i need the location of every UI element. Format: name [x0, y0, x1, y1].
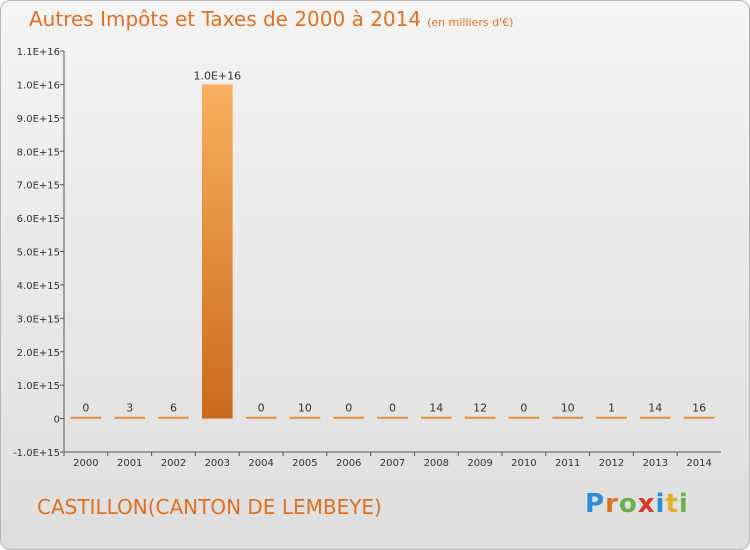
logo-letter: P	[585, 489, 606, 519]
bar-value-label: 3	[126, 402, 133, 415]
bar-value-label: 6	[170, 402, 177, 415]
y-tick-label: 8.0E+15	[17, 147, 60, 158]
bar	[596, 416, 627, 419]
bar	[377, 416, 408, 419]
bar	[464, 416, 496, 419]
bar	[508, 416, 540, 419]
x-tick-label: 2000	[73, 458, 98, 469]
logo-letter: o	[618, 489, 638, 519]
x-tick-label: 2007	[380, 458, 405, 469]
x-tick-label: 2005	[292, 458, 317, 469]
bar-value-label: 0	[520, 402, 527, 415]
bar-value-label: 0	[258, 402, 265, 415]
logo-letter: r	[605, 489, 619, 519]
bar-value-label: 14	[429, 402, 443, 415]
x-tick-label: 2008	[424, 458, 449, 469]
bar-value-label: 1.0E+16	[193, 69, 241, 82]
y-tick-label: 9.0E+15	[17, 114, 60, 125]
y-axis: -1.0E+15 0 1.0E+15 2.0E+15 3.0E+15 4.0E+15 5.0…	[13, 47, 65, 459]
x-axis: 2000 2001 2002 2003 2004 2005 2006 2007 2008 2009…	[63, 451, 721, 469]
logo-letter: i	[678, 489, 689, 519]
bar-value-label: 16	[692, 402, 706, 415]
x-tick-label: 2012	[599, 458, 624, 469]
bar	[289, 416, 321, 419]
x-tick-label: 2009	[467, 458, 492, 469]
bar	[639, 416, 671, 419]
y-tick-label: 0	[54, 415, 60, 426]
bar	[420, 416, 452, 419]
y-tick-label: 1.1E+16	[17, 47, 60, 58]
y-tick-label: 1.0E+16	[17, 80, 60, 91]
bar	[70, 416, 102, 419]
x-tick-label: 2003	[205, 458, 230, 469]
bar	[114, 416, 146, 419]
bar-value-label: 1	[608, 402, 615, 415]
bars	[70, 84, 715, 419]
x-tick-label: 2014	[686, 458, 711, 469]
x-tick-label: 2001	[117, 458, 142, 469]
logo-letter: i	[655, 489, 666, 519]
y-tick-label: 2.0E+15	[17, 348, 60, 359]
x-tick-label: 2004	[248, 458, 273, 469]
bar-value-label: 0	[82, 402, 89, 415]
logo-letter: x	[637, 489, 656, 519]
logo-letter: t	[665, 489, 679, 519]
bar-value-label: 0	[345, 402, 352, 415]
chart-title: Autres Impôts et Taxes de 2000 à 2014 (en…	[29, 7, 513, 31]
x-tick-label: 2006	[336, 458, 361, 469]
y-tick-label: 6.0E+15	[17, 214, 60, 225]
y-tick-label: -1.0E+15	[13, 448, 60, 459]
bar	[552, 416, 584, 419]
value-labels: 0 3 6 1.0E+16 0 10 0 0 14 12 0 10 1 14 16	[82, 69, 706, 414]
bar	[333, 416, 365, 419]
x-tick-label: 2013	[643, 458, 668, 469]
x-tick-label: 2002	[161, 458, 186, 469]
bar-value-label: 14	[648, 402, 662, 415]
y-tick-label: 5.0E+15	[17, 248, 60, 259]
bar-value-label: 10	[561, 402, 575, 415]
chart-title-text: Autres Impôts et Taxes de 2000 à 2014	[29, 7, 422, 31]
y-tick-label: 4.0E+15	[17, 281, 60, 292]
chart-unit: (en milliers d'€)	[427, 16, 514, 29]
bar-value-label: 10	[298, 402, 312, 415]
y-tick-label: 7.0E+15	[17, 181, 60, 192]
y-tick-label: 3.0E+15	[17, 314, 60, 325]
x-tick-label: 2011	[555, 458, 580, 469]
bar	[245, 416, 277, 419]
bar	[158, 416, 189, 419]
x-tick-label: 2010	[511, 458, 536, 469]
commune-name: CASTILLON(CANTON DE LEMBEYE)	[37, 495, 382, 519]
proxiti-logo: Proxiti	[585, 489, 689, 519]
bar-value-label: 0	[389, 402, 396, 415]
bar-value-label: 12	[473, 402, 487, 415]
bar	[683, 416, 715, 419]
bar	[201, 84, 233, 419]
y-tick-label: 1.0E+15	[17, 381, 60, 392]
